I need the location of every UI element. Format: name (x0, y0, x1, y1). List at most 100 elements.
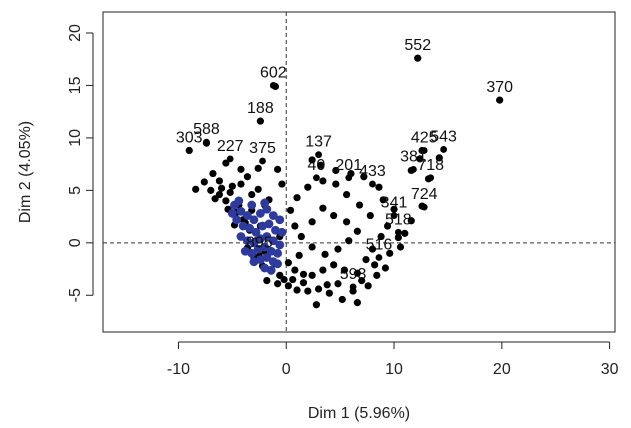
blue-data-point (232, 215, 242, 225)
data-point (295, 251, 303, 260)
data-point (332, 180, 340, 188)
point-label: 341 (381, 195, 408, 212)
data-point (319, 266, 327, 274)
blue-data-point (249, 238, 259, 248)
data-point (211, 195, 219, 203)
data-point (355, 201, 364, 209)
x-tick-label: 30 (601, 361, 619, 378)
point-label: 543 (430, 128, 457, 145)
data-point (228, 182, 236, 190)
data-point (289, 275, 297, 284)
data-point (334, 280, 342, 288)
point-label: 201 (335, 157, 362, 174)
point-label: 516 (366, 237, 393, 254)
data-point (215, 177, 224, 185)
data-point (315, 151, 322, 159)
data-point (360, 173, 368, 181)
data-point (353, 269, 361, 277)
point-label: 188 (247, 100, 274, 117)
data-point (362, 256, 370, 264)
data-point (394, 233, 402, 242)
blue-data-point (273, 259, 283, 269)
point-label: 375 (249, 140, 276, 157)
data-point (203, 138, 210, 146)
point-label: 602 (260, 64, 287, 81)
data-point (313, 174, 320, 182)
point-label: 40 (308, 157, 326, 174)
blue-data-point (247, 248, 257, 258)
data-point (299, 279, 308, 287)
data-point (323, 281, 331, 289)
data-point (496, 96, 504, 104)
blue-data-point (236, 206, 246, 216)
data-point (192, 185, 200, 193)
data-point (200, 178, 208, 186)
data-point (319, 177, 327, 185)
data-point (353, 299, 361, 307)
data-point (237, 180, 245, 188)
plot-frame (102, 11, 616, 333)
data-point (358, 276, 366, 285)
data-point (325, 289, 333, 297)
data-point (222, 197, 230, 205)
blue-data-point (264, 219, 274, 229)
point-label: 518 (385, 211, 412, 228)
data-point (280, 275, 288, 284)
data-point (353, 227, 361, 235)
x-axis-title: Dim 1 (5.96%) (308, 405, 410, 422)
data-point (312, 301, 321, 309)
blue-point-series (227, 196, 287, 275)
blue-data-point (260, 242, 270, 252)
data-point (364, 282, 372, 290)
y-tick-label: -5 (67, 288, 84, 302)
blue-data-point (262, 232, 272, 241)
data-point (407, 217, 415, 225)
data-point (226, 188, 234, 197)
x-tick-label: 20 (493, 361, 511, 378)
data-point (332, 166, 340, 175)
blue-data-point (268, 236, 278, 246)
data-point (256, 117, 264, 125)
data-point (345, 237, 353, 245)
data-point (368, 245, 377, 253)
data-point (226, 155, 234, 163)
data-point (259, 157, 266, 165)
data-point (308, 271, 316, 279)
point-label: 552 (404, 37, 431, 54)
data-point (314, 285, 323, 293)
data-point (343, 190, 351, 199)
y-axis: -5 0 5 10 15 20 (67, 24, 94, 302)
data-point (375, 183, 383, 191)
blue-data-point (249, 215, 259, 225)
data-point (284, 282, 292, 290)
data-point (334, 245, 342, 253)
y-tick-label: 10 (67, 129, 84, 147)
point-label: 381 (400, 148, 427, 165)
data-point (394, 228, 402, 236)
data-point (185, 147, 193, 154)
data-point (254, 185, 262, 193)
data-point (420, 203, 428, 211)
blue-data-point (255, 209, 265, 218)
data-point (373, 271, 381, 279)
data-point (293, 286, 301, 294)
data-point (386, 249, 394, 257)
data-point (299, 270, 308, 278)
data-point (338, 295, 346, 304)
data-point (435, 154, 443, 162)
data-point (343, 218, 351, 226)
data-point (237, 165, 245, 173)
point-label: 724 (411, 186, 438, 203)
data-point (286, 206, 295, 214)
blue-data-point (275, 215, 285, 225)
blue-data-point (266, 265, 276, 275)
black-point-series (185, 54, 504, 309)
blue-data-point (260, 198, 270, 208)
data-point (319, 204, 327, 212)
data-point (291, 266, 299, 274)
x-axis: -10 0 10 20 30 (167, 341, 619, 378)
data-point (274, 165, 282, 173)
blue-data-point (243, 211, 252, 220)
data-point (317, 161, 325, 169)
